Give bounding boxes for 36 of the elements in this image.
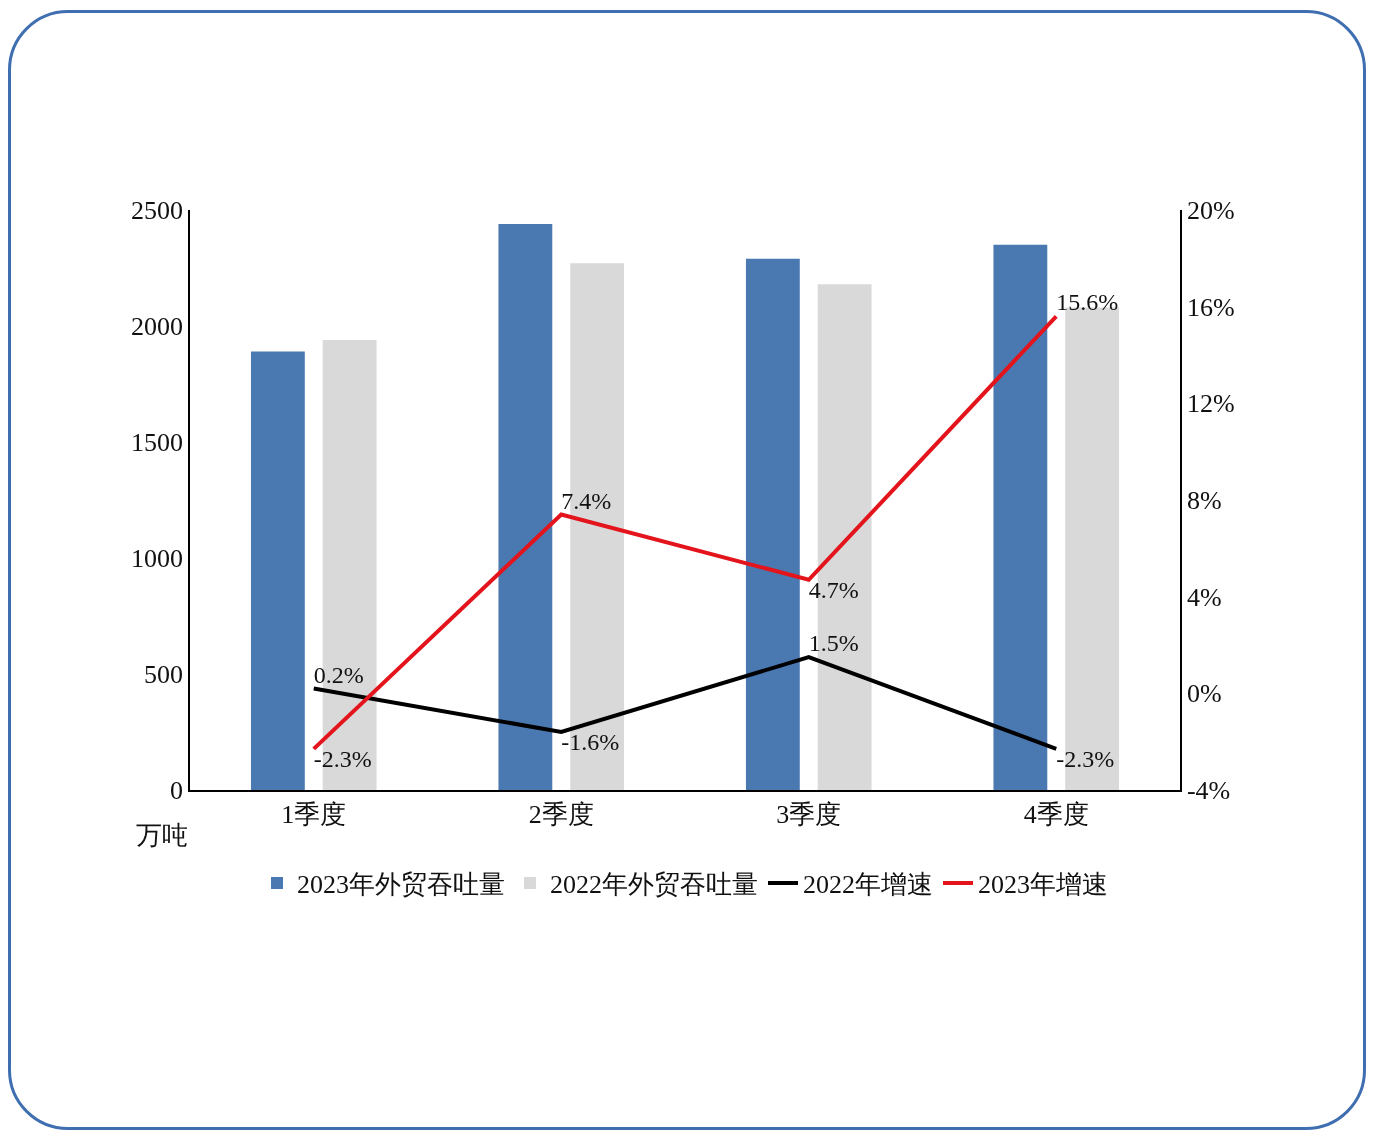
legend-label: 2022年增速 — [803, 870, 933, 900]
data-label: 4.7% — [808, 576, 859, 603]
y-axis-title: 万吨 — [136, 821, 188, 850]
y2-tick-label: 12% — [1186, 389, 1235, 419]
bar — [498, 223, 553, 790]
data-label: 7.4% — [561, 487, 612, 514]
y2-tick-label: -4% — [1186, 776, 1231, 806]
data-label: -2.3% — [313, 745, 372, 772]
data-label: 0.2% — [313, 661, 364, 688]
legend-label: 2023年外贸吞吐量 — [297, 870, 505, 900]
y-tick-label: 2500 — [131, 196, 184, 226]
y-tick-label: 1000 — [131, 544, 184, 574]
bar — [250, 351, 305, 790]
y-tick-label: 0 — [170, 776, 184, 806]
y-tick-label: 500 — [144, 660, 184, 690]
x-tick-label: 3季度 — [776, 800, 842, 830]
y-tick-label: 2000 — [131, 312, 184, 342]
data-label: 15.6% — [1056, 289, 1119, 316]
bar — [745, 258, 800, 790]
data-label: -1.6% — [561, 729, 620, 755]
bar — [993, 244, 1048, 790]
y2-tick-label: 8% — [1186, 486, 1222, 516]
data-label: 1.5% — [808, 630, 859, 657]
legend-label: 2022年外贸吞吐量 — [550, 870, 758, 900]
x-tick-label: 1季度 — [281, 800, 347, 830]
y2-tick-label: 20% — [1186, 196, 1235, 226]
legend-label: 2023年增速 — [978, 870, 1108, 900]
line-series — [311, 655, 1059, 751]
data-label: -2.3% — [1056, 745, 1115, 772]
y-tick-label: 1500 — [131, 428, 184, 458]
y2-tick-label: 0% — [1186, 679, 1222, 709]
x-tick-label: 4季度 — [1023, 800, 1089, 830]
y2-tick-label: 4% — [1186, 582, 1222, 612]
x-tick-label: 2季度 — [528, 800, 594, 830]
line-series — [311, 314, 1059, 751]
y2-tick-label: 16% — [1186, 292, 1235, 322]
